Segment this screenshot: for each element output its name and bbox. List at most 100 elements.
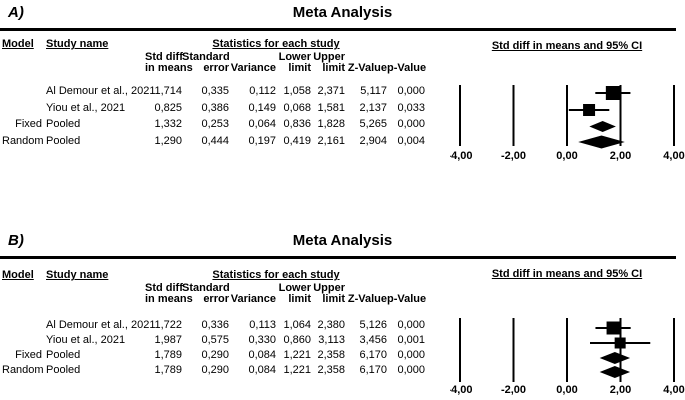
cell-variance: 0,149 [248, 101, 276, 114]
group-header-row: Model Study name Statistics for each stu… [2, 269, 425, 283]
col-header-stats-group: Statistics for each study [212, 38, 340, 50]
cell-study: Yiou et al., 2021 [46, 101, 126, 114]
cell-p-value: 0,000 [397, 363, 426, 376]
study-square-marker [606, 321, 620, 335]
axis-tick-label: -4,00 [450, 384, 473, 396]
cell-lower-limit: 0,860 [283, 333, 311, 346]
col-header-std-diff: Std diff in means [145, 51, 193, 74]
pooled-diamond-marker [589, 121, 616, 132]
cell-variance: 0,084 [248, 348, 276, 361]
cell-upper-limit: 3,113 [318, 333, 345, 346]
stats-table-a: Model Study name Statistics for each stu… [2, 38, 426, 149]
cell-std-diff: 1,987 [154, 333, 182, 346]
cell-study: Pooled [46, 134, 81, 147]
pooled-diamond-marker [599, 366, 631, 378]
col-header-std-diff: Std diff in means [145, 282, 193, 305]
cell-upper-limit: 2,358 [317, 363, 345, 376]
title-rule [0, 28, 676, 31]
cell-lower-limit: 0,419 [283, 134, 311, 147]
cell-lower-limit: 1,058 [283, 85, 311, 98]
panel-a: A) Meta Analysis Model Study name Statis… [0, 2, 685, 162]
cell-z-value: 2,137 [359, 101, 387, 114]
cell-model [2, 332, 42, 347]
col-header-ci: Std diff in means and 95% CI [491, 268, 643, 280]
cell-variance: 0,064 [248, 118, 276, 131]
panel-b-label: B) [8, 232, 24, 249]
col-header-variance: Variance [230, 293, 276, 305]
forest-plot-a: -4,00 -2,00 0,00 2,00 4,00 [450, 85, 685, 162]
col-header-model: Model [2, 38, 34, 50]
axis-tick-label: 2,00 [610, 150, 631, 162]
panel-a-label: A) [8, 4, 24, 21]
panel-b: B) Meta Analysis Model Study name Statis… [0, 228, 685, 400]
table-row: Yiou et al., 2021 1,987 0,575 0,330 0,86… [2, 332, 425, 347]
cell-lower-limit: 1,221 [283, 363, 311, 376]
cell-standard-error: 0,575 [201, 333, 229, 346]
table-row: Fixed Pooled 1,332 0,253 0,064 0,836 1,8… [2, 116, 425, 133]
cell-upper-limit: 2,380 [317, 318, 345, 331]
col-header-z-value: Z-Value [347, 293, 387, 305]
cell-upper-limit: 1,828 [317, 118, 345, 131]
col-header-stats-group: Statistics for each study [212, 269, 340, 281]
col-header-model: Model [2, 269, 34, 281]
stats-table-b: Model Study name Statistics for each stu… [2, 269, 427, 377]
cell-p-value: 0,000 [397, 85, 426, 98]
cell-z-value: 5,117 [360, 85, 387, 98]
cell-standard-error: 0,290 [201, 348, 229, 361]
col-header-p-value: p-Value [387, 293, 427, 305]
cell-std-diff: 1,332 [154, 118, 182, 131]
cell-std-diff: 0,825 [154, 101, 182, 114]
cell-upper-limit: 2,371 [317, 85, 345, 98]
axis-tick-label: 4,00 [663, 384, 684, 396]
pooled-diamond-marker [599, 352, 631, 364]
study-square-marker [614, 337, 626, 349]
panel-a-header: A) Meta Analysis [0, 2, 685, 28]
col-header-z-value: Z-Value [347, 62, 387, 74]
cell-z-value: 5,126 [359, 318, 387, 331]
cell-study: Pooled [46, 363, 81, 376]
cell-upper-limit: 2,358 [317, 348, 345, 361]
group-header-row: Model Study name Statistics for each stu… [2, 38, 425, 52]
col-header-upper-limit: Upper limit [313, 51, 345, 74]
table-row: Al Demour et al., 2021 1,714 0,335 0,112… [2, 83, 425, 100]
table-row: Random Pooled 1,789 0,290 0,084 1,221 2,… [2, 362, 425, 377]
stat-column-headers: Std diff in means Standard error Variance … [2, 51, 426, 83]
axis-tick-label: -2,00 [501, 150, 526, 162]
axis-tick-label: -4,00 [450, 150, 473, 162]
stat-column-headers: Std diff in means Standard error Variance … [2, 282, 427, 317]
study-square-marker [583, 104, 596, 116]
cell-upper-limit: 2,161 [317, 134, 345, 147]
cell-lower-limit: 1,221 [283, 348, 311, 361]
cell-p-value: 0,000 [397, 348, 426, 361]
axis-tick-label: 0,00 [556, 384, 577, 396]
cell-lower-limit: 0,068 [283, 101, 311, 114]
table-row: Fixed Pooled 1,789 0,290 0,084 1,221 2,3… [2, 347, 425, 362]
cell-std-diff: 1,722 [154, 318, 182, 331]
cell-model: Fixed [15, 348, 42, 361]
cell-std-diff: 1,714 [154, 85, 182, 98]
cell-variance: 0,330 [248, 333, 276, 346]
cell-lower-limit: 0,836 [283, 118, 311, 131]
cell-study: Pooled [46, 118, 81, 131]
cell-model [2, 100, 42, 117]
study-square-marker [605, 86, 620, 100]
cell-z-value: 6,170 [359, 348, 387, 361]
cell-study: Yiou et al., 2021 [46, 333, 126, 346]
cell-p-value: 0,000 [397, 118, 426, 131]
cell-upper-limit: 1,581 [317, 101, 345, 114]
cell-standard-error: 0,336 [201, 318, 229, 331]
cell-model [2, 317, 42, 332]
cell-standard-error: 0,386 [201, 101, 229, 114]
cell-z-value: 5,265 [359, 118, 387, 131]
title-rule [0, 256, 676, 259]
axis-tick-label: 0,00 [556, 150, 577, 162]
cell-standard-error: 0,444 [201, 134, 229, 147]
axis-tick-label: 2,00 [610, 384, 631, 396]
cell-variance: 0,084 [248, 363, 276, 376]
cell-standard-error: 0,335 [201, 85, 229, 98]
col-header-study: Study name [46, 269, 109, 281]
cell-standard-error: 0,290 [201, 363, 229, 376]
col-header-standard-error: Standard error [182, 51, 230, 74]
cell-std-diff: 1,789 [154, 348, 182, 361]
